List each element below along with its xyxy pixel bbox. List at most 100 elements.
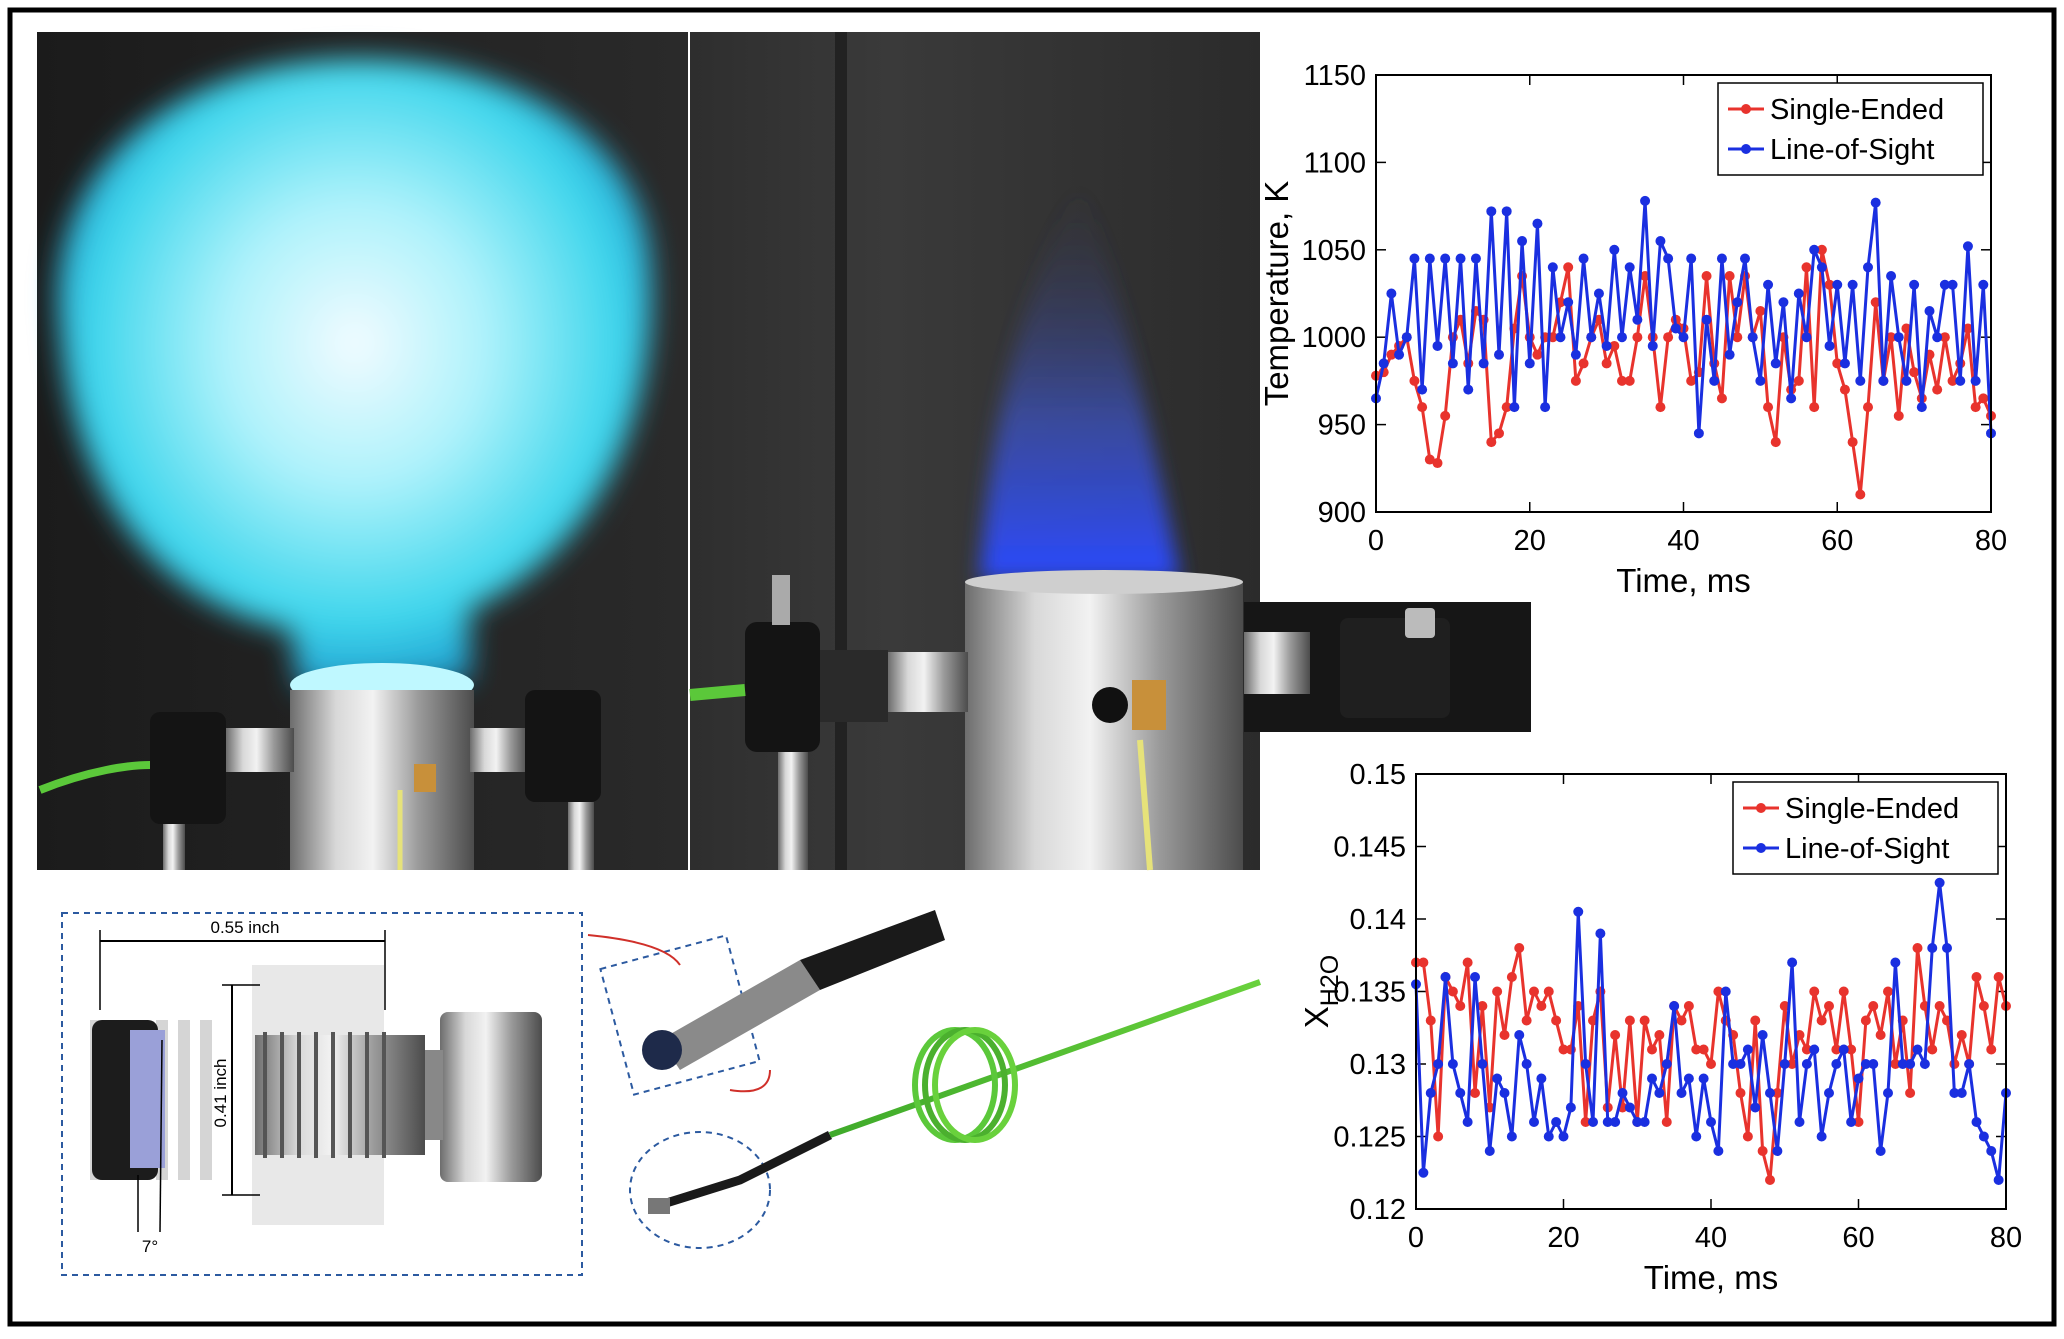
data-point <box>1676 1015 1687 1026</box>
data-point <box>1794 1117 1805 1127</box>
data-point <box>1409 253 1420 264</box>
data-point <box>1809 986 1820 997</box>
data-point <box>1747 332 1758 343</box>
data-point <box>1698 1073 1709 1084</box>
legend-box <box>1717 82 1984 176</box>
data-point <box>1709 375 1720 386</box>
data-point <box>1543 1131 1554 1142</box>
data-point <box>1763 279 1774 290</box>
data-point <box>1713 1146 1724 1156</box>
data-point <box>1484 1146 1495 1156</box>
data-point <box>1735 1059 1746 1069</box>
data-point <box>1470 253 1481 264</box>
data-point <box>1669 1001 1680 1011</box>
data-point <box>1555 332 1566 343</box>
data-point <box>1778 297 1789 308</box>
data-point <box>1509 402 1520 413</box>
data-point <box>1912 943 1923 953</box>
photo-mount <box>1244 602 1531 732</box>
photo-burner-blue <box>689 32 1260 871</box>
data-point <box>1617 332 1627 343</box>
data-point <box>1492 986 1503 997</box>
data-point <box>1919 1059 1930 1069</box>
data-point <box>1492 1073 1503 1084</box>
data-point <box>1624 1015 1635 1026</box>
data-point <box>1624 1102 1635 1113</box>
data-point <box>1770 358 1781 369</box>
data-point <box>1955 375 1966 386</box>
data-point <box>1617 375 1627 386</box>
data-point <box>1580 1117 1591 1127</box>
data-point <box>1970 375 1981 386</box>
legend-marker <box>1756 843 1766 853</box>
data-point <box>1499 1030 1510 1040</box>
data-point <box>1470 1088 1480 1098</box>
data-point <box>1580 1059 1591 1069</box>
data-point <box>1732 332 1743 343</box>
data-point <box>1447 986 1458 997</box>
data-point <box>1713 986 1724 997</box>
data-point <box>1962 323 1973 334</box>
diameter-label: 0.41 inch <box>211 1059 230 1128</box>
data-point <box>1831 1044 1842 1055</box>
data-point <box>1809 244 1820 255</box>
x-tick-label: 0 <box>1368 525 1384 557</box>
data-point <box>1750 1015 1761 1026</box>
data-point <box>1846 1117 1857 1127</box>
data-point <box>1824 1088 1834 1098</box>
data-point <box>1801 1044 1812 1055</box>
data-point <box>1529 1117 1539 1127</box>
y-axis-label-sub: H2O <box>1316 955 1344 1006</box>
y-tick-label: 0.125 <box>1333 1122 1406 1154</box>
data-point <box>1447 1059 1458 1069</box>
data-point <box>1486 437 1497 448</box>
legend-marker <box>1756 803 1766 813</box>
data-point <box>1610 1030 1621 1040</box>
data-point <box>1868 1001 1879 1011</box>
data-point <box>1570 349 1581 360</box>
data-point <box>1433 1131 1444 1142</box>
y-axis-label-main: X <box>1298 1006 1335 1028</box>
x-tick-label: 60 <box>1821 525 1853 557</box>
data-point <box>1588 1117 1598 1127</box>
data-point <box>1893 332 1904 343</box>
data-point <box>1663 253 1674 264</box>
data-point <box>1890 1059 1901 1069</box>
data-point <box>1735 1088 1746 1098</box>
data-point <box>1978 1131 1989 1142</box>
data-point <box>1499 1088 1510 1098</box>
data-point <box>1787 1059 1798 1069</box>
data-point <box>1853 1117 1864 1127</box>
data-point <box>1839 358 1850 369</box>
data-point <box>1846 1044 1857 1055</box>
data-point <box>1617 1088 1628 1098</box>
data-point <box>1901 375 1912 386</box>
data-point <box>1801 1059 1812 1069</box>
data-point <box>1578 358 1589 369</box>
data-point <box>1540 402 1551 413</box>
data-point <box>1624 262 1635 273</box>
data-point <box>1971 1117 1982 1127</box>
data-point <box>1663 332 1674 343</box>
data-point <box>1609 340 1620 351</box>
y-tick-label: 900 <box>1318 497 1366 529</box>
data-point <box>1855 375 1866 386</box>
x-tick-label: 80 <box>1975 525 2007 557</box>
data-point <box>1647 1073 1657 1084</box>
data-point <box>1939 332 1950 343</box>
data-point <box>1816 1015 1827 1026</box>
data-point <box>1632 332 1643 343</box>
data-point <box>1654 1088 1665 1098</box>
data-point <box>1418 957 1429 968</box>
data-point <box>1883 986 1893 997</box>
data-point <box>1440 410 1451 421</box>
data-point <box>1462 957 1473 968</box>
data-point <box>1683 1073 1694 1084</box>
y-axis-label: Temperature, K <box>1258 181 1295 407</box>
data-point <box>1832 279 1843 290</box>
data-point <box>1432 340 1443 351</box>
data-point <box>1517 236 1528 247</box>
data-point <box>1563 297 1574 308</box>
data-point <box>1440 253 1451 264</box>
